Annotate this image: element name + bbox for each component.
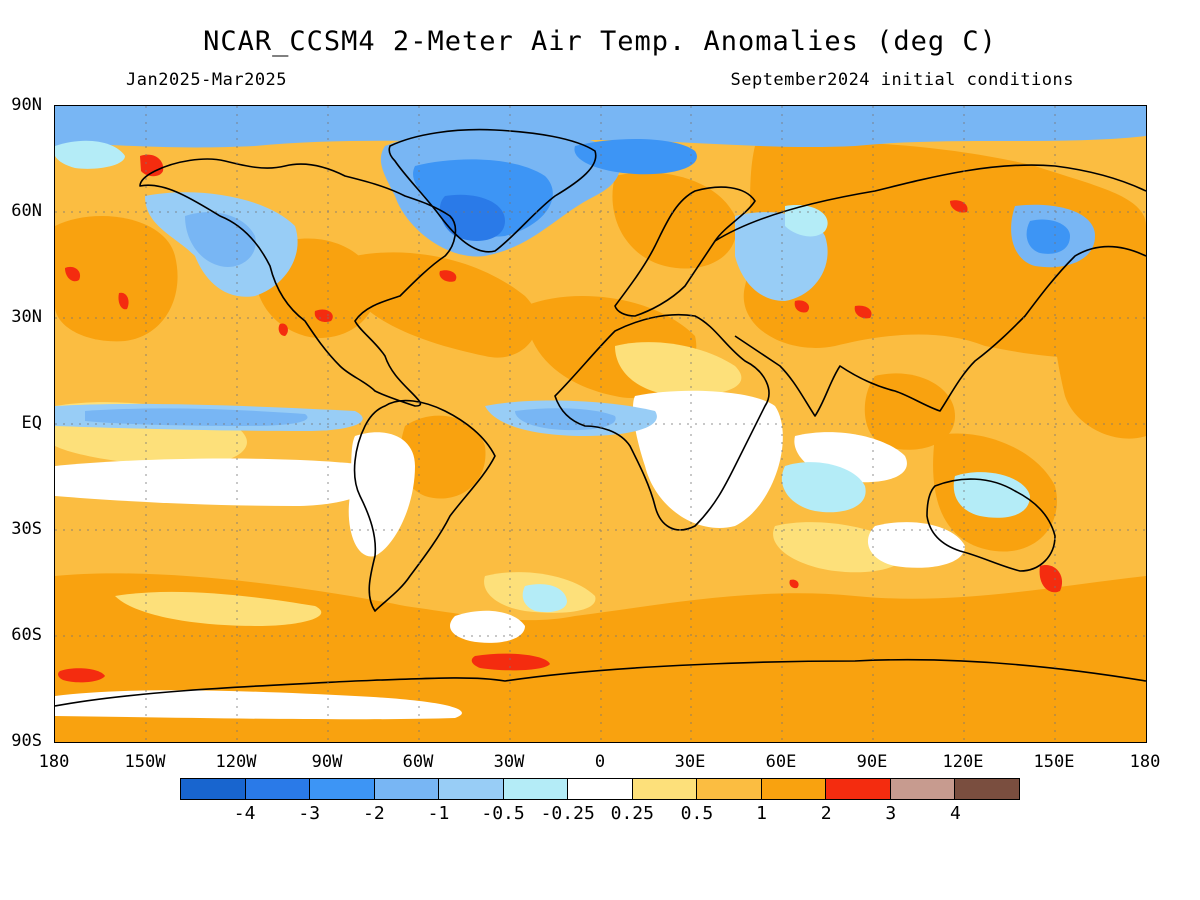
- colorbar-cell: [632, 779, 698, 799]
- lat-label-eq: EQ: [21, 413, 42, 433]
- colorbar-cell: [439, 779, 504, 799]
- colorbar-tick-label: -0.5: [481, 803, 525, 824]
- lon-label-150e: 150E: [1033, 752, 1075, 772]
- lon-label-60e: 60E: [765, 752, 797, 772]
- lat-label-90n: 90N: [11, 95, 42, 115]
- colorbar-cell: [310, 779, 375, 799]
- lon-label-30w: 30W: [493, 752, 525, 772]
- hot-spot-regions: [58, 154, 1063, 683]
- colorbar-cell: [568, 779, 633, 799]
- lon-label-60w: 60W: [402, 752, 434, 772]
- lat-label-30s: 30S: [11, 519, 42, 539]
- colorbar-cell: [374, 779, 440, 799]
- lon-label-90w: 90W: [311, 752, 343, 772]
- lon-label-90e: 90E: [856, 752, 888, 772]
- anomaly-map-canvas: [55, 106, 1146, 742]
- lat-label-30n: 30N: [11, 307, 42, 327]
- lon-label-30e: 30E: [674, 752, 706, 772]
- colorbar-cell: [181, 779, 246, 799]
- colorbar-tick-label: 0.25: [610, 803, 654, 824]
- lat-label-60n: 60N: [11, 201, 42, 221]
- initial-conditions: September2024 initial conditions: [730, 70, 1074, 90]
- colorbar-cell: [503, 779, 569, 799]
- anomaly-map: [54, 105, 1147, 743]
- lon-label-150w: 150W: [124, 752, 166, 772]
- neutral-regions: [55, 390, 965, 720]
- lat-label-90s: 90S: [11, 731, 42, 751]
- colorbar-tick-label: 0.5: [680, 803, 714, 824]
- coastlines: [55, 128, 1146, 707]
- colorbar: [180, 778, 1020, 800]
- colorbar-tick-label: -2: [363, 803, 385, 824]
- colorbar-tick-label: 2: [820, 803, 832, 824]
- colorbar-tick-label: -4: [233, 803, 256, 824]
- lon-label-180e: 180: [1129, 752, 1161, 772]
- map-title: NCAR_CCSM4 2-Meter Air Temp. Anomalies (…: [203, 26, 997, 57]
- colorbar-cell: [245, 779, 311, 799]
- lon-label-0: 0: [594, 752, 606, 772]
- lon-label-120e: 120E: [942, 752, 984, 772]
- colorbar-cell: [890, 779, 956, 799]
- lat-label-60s: 60S: [11, 625, 42, 645]
- colorbar-tick-label: -1: [427, 803, 450, 824]
- colorbar-cell: [955, 779, 1019, 799]
- colorbar-tick-label: 3: [885, 803, 897, 824]
- colorbar-tick-label: -3: [298, 803, 321, 824]
- colorbar-cell: [697, 779, 762, 799]
- colorbar-cell: [761, 779, 827, 799]
- lon-label-180w: 180: [38, 752, 70, 772]
- colorbar-tick-label: 4: [949, 803, 961, 824]
- lat-lon-grid: [55, 106, 1146, 742]
- colorbar-tick-label: -0.25: [540, 803, 595, 824]
- lon-label-120w: 120W: [215, 752, 257, 772]
- cool-anomaly-regions: [55, 106, 1146, 613]
- colorbar-tick-label: 1: [756, 803, 767, 824]
- colorbar-cell: [826, 779, 891, 799]
- forecast-period: Jan2025-Mar2025: [126, 70, 288, 90]
